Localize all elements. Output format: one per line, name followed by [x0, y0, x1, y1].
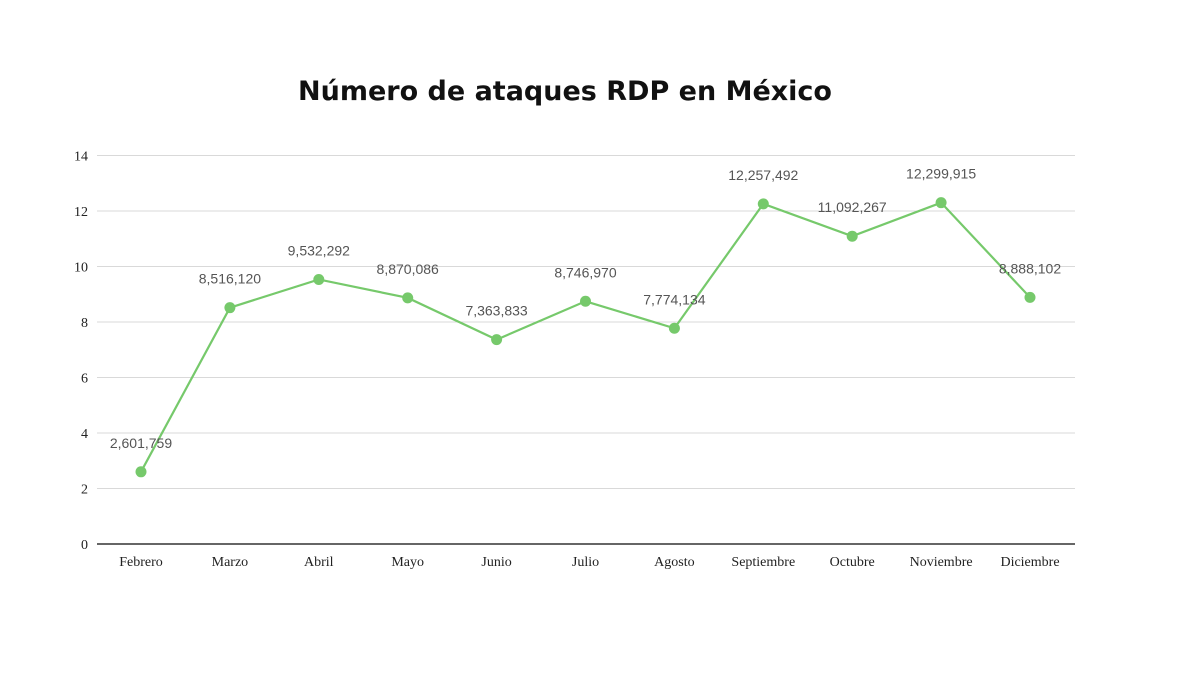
data-point: [668, 322, 680, 334]
data-label: 8,516,120: [199, 271, 261, 287]
data-point: [491, 334, 503, 346]
y-tick-label: 12: [74, 205, 88, 220]
x-tick-label: Octubre: [830, 555, 875, 570]
data-label: 12,257,492: [728, 167, 798, 183]
y-tick-label: 4: [81, 427, 88, 442]
data-label: 9,532,292: [288, 242, 350, 258]
x-tick-label: Diciembre: [1000, 555, 1059, 570]
y-tick-label: 14: [74, 150, 88, 165]
chart-title: Número de ataques RDP en México: [298, 76, 832, 107]
x-tick-label: Mayo: [391, 555, 424, 570]
data-point: [313, 273, 325, 285]
data-label: 2,601,759: [110, 435, 172, 451]
y-tick-label: 2: [81, 483, 88, 498]
data-label: 8,746,970: [554, 264, 616, 280]
y-tick-label: 10: [74, 261, 88, 276]
data-label: 7,774,134: [643, 291, 705, 307]
x-tick-label: Septiembre: [731, 555, 795, 570]
data-point: [1024, 291, 1036, 303]
series-line: [140, 201, 1031, 473]
data-point: [224, 302, 236, 314]
y-tick-label: 0: [81, 538, 88, 553]
y-tick-label: 8: [81, 316, 88, 331]
data-label: 7,363,833: [465, 303, 527, 319]
y-tick-label: 6: [81, 372, 88, 387]
x-tick-label: Junio: [481, 555, 511, 570]
data-point: [757, 198, 769, 210]
data-label: 8,888,102: [999, 260, 1061, 276]
data-label: 11,092,267: [818, 199, 887, 215]
data-point: [135, 466, 147, 478]
x-tick-label: Noviembre: [910, 555, 973, 570]
x-tick-label: Marzo: [212, 555, 249, 570]
x-tick-label: Julio: [572, 555, 599, 570]
x-tick-label: Abril: [304, 555, 334, 570]
data-point: [402, 292, 414, 304]
x-tick-label: Agosto: [654, 555, 694, 570]
data-point: [846, 230, 858, 242]
x-tick-label: Febrero: [119, 555, 163, 570]
data-label: 12,299,915: [906, 166, 976, 182]
data-label: 8,870,086: [377, 261, 439, 277]
data-point: [935, 197, 947, 209]
data-point: [580, 295, 591, 307]
